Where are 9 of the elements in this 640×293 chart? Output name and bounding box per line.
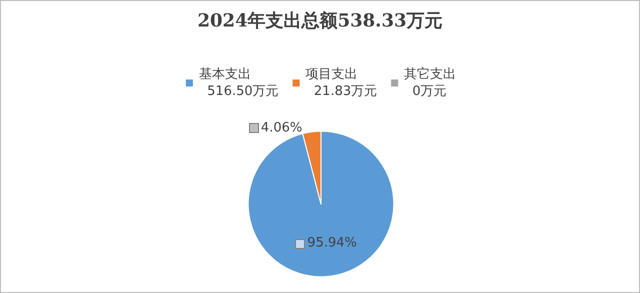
text: 0万元 <box>404 84 447 99</box>
text: 21.83万元 <box>306 84 378 99</box>
chart-title: 2024年支出总额538.33万元 <box>198 10 442 32</box>
legend-label: 项目支出 <box>306 67 358 82</box>
legend-label: 基本支出 <box>198 67 251 82</box>
data-label: 95.94% <box>303 236 357 251</box>
legend-label: 其它支出 <box>404 66 456 82</box>
data-label: 4.06% <box>256 120 302 136</box>
text: 516.50万元 <box>198 84 279 99</box>
